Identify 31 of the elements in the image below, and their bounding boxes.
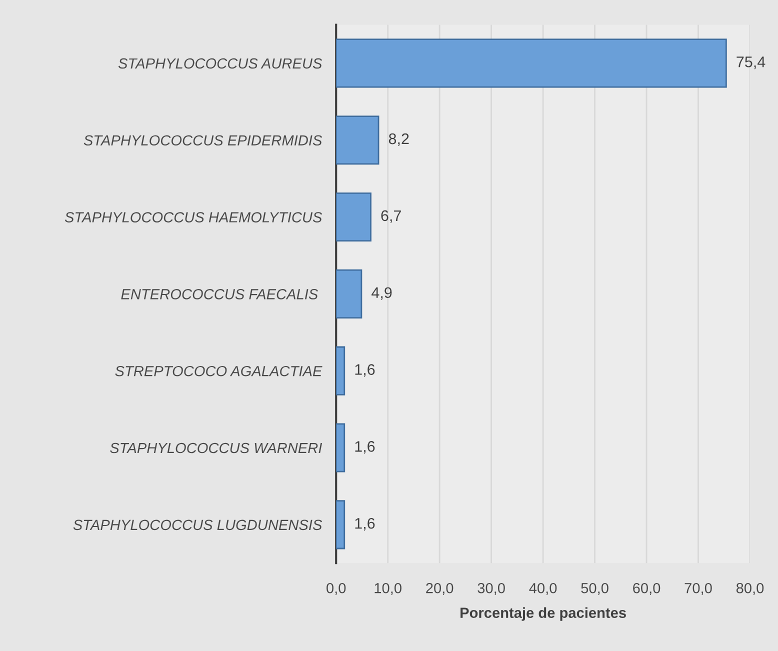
y-tick-label: STAPHYLOCOCCUS HAEMOLYTICUS xyxy=(64,212,322,222)
x-tick-label: 30,0 xyxy=(478,582,505,595)
x-axis-title: Porcentaje de pacientes xyxy=(460,607,626,621)
y-tick-label: STAPHYLOCOCCUS EPIDERMIDIS xyxy=(84,135,322,146)
y-tick-label: ENTEROCOCCUS FAECALIS xyxy=(121,289,318,300)
x-tick-label: 50,0 xyxy=(581,582,608,595)
bar xyxy=(336,116,380,165)
x-tick-label: 40,0 xyxy=(529,582,557,595)
x-tick-label: 20,0 xyxy=(426,582,454,595)
bar xyxy=(336,269,362,318)
data-label: 1,6 xyxy=(355,518,375,531)
data-label: 8,2 xyxy=(388,133,409,146)
data-label: 1,6 xyxy=(355,441,375,454)
data-label: 1,6 xyxy=(355,364,375,377)
bar xyxy=(336,500,346,550)
data-label: 4,9 xyxy=(372,287,392,300)
bar xyxy=(336,192,372,242)
x-tick-label: 70,0 xyxy=(684,582,712,595)
bar xyxy=(336,38,727,88)
x-tick-label: 60,0 xyxy=(633,582,660,595)
data-label: 75,4 xyxy=(736,56,766,70)
y-tick-label: STAPHYLOCOCCUS AUREUS xyxy=(118,58,322,69)
bar xyxy=(336,423,346,472)
x-tick-label: 10,0 xyxy=(374,582,402,595)
y-tick-label: STAPHYLOCOCCUS WARNERI xyxy=(110,442,322,454)
x-tick-label: 0,0 xyxy=(326,582,346,595)
x-tick-label: 80,0 xyxy=(736,582,764,595)
data-label: 6,7 xyxy=(381,210,401,223)
y-tick-label: STREPTOCOCO AGALACTIAE xyxy=(115,366,322,376)
bar xyxy=(336,346,346,396)
y-tick-label: STAPHYLOCOCCUS LUGDUNENSIS xyxy=(73,520,322,530)
